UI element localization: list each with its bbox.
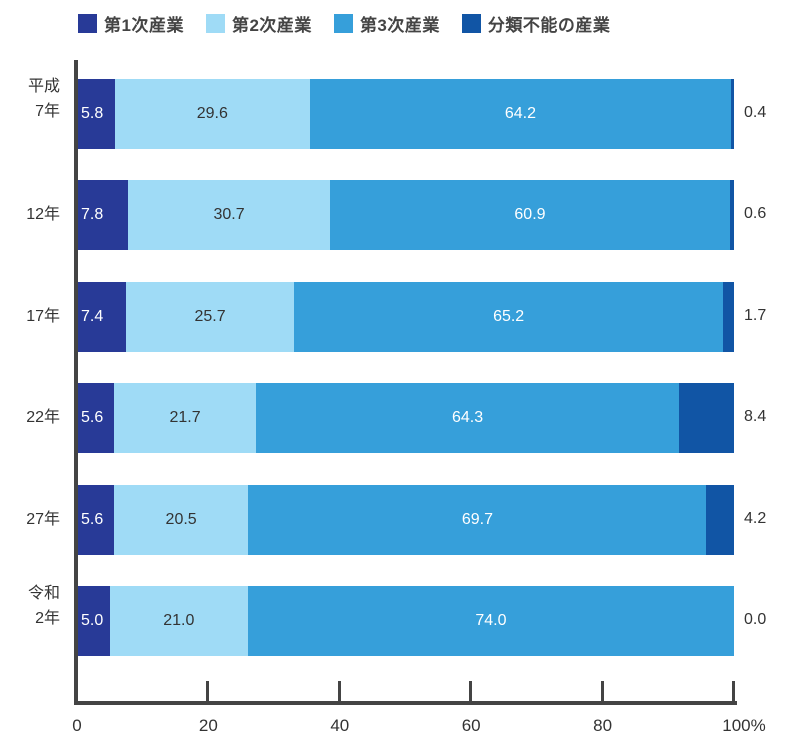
bar-segment: 5.6: [77, 383, 114, 453]
bar-row: 5.8 29.6 64.2: [77, 79, 734, 149]
value-label: 65.2: [493, 308, 525, 325]
bar-segment: [678, 383, 734, 453]
value-label: 69.7: [461, 511, 493, 528]
x-tick-label: 100%: [722, 716, 766, 735]
legend-swatch: [205, 14, 225, 33]
bar-segment: 64.2: [309, 79, 732, 149]
bar-segment: 64.3: [256, 383, 679, 453]
x-tick-label: 80: [593, 716, 613, 735]
unclassified-value-label: 8.4: [744, 408, 767, 425]
bar-segment: [730, 180, 734, 250]
bar-row: 5.6 20.5 69.7: [77, 485, 734, 555]
x-axis-line: [74, 701, 737, 705]
bar-row: 5.6 21.7 64.3: [77, 383, 734, 453]
value-label: 21.0: [163, 612, 195, 629]
category-label: 22年: [26, 409, 60, 426]
bar-segment: [722, 282, 734, 352]
legend-label: 第2次産業: [231, 16, 312, 35]
x-tick-mark: [732, 681, 735, 703]
bar-segment: [731, 79, 734, 149]
bar-segment: 25.7: [125, 282, 295, 352]
x-tick-mark: [600, 681, 604, 703]
bar-segment: 21.0: [109, 586, 248, 656]
bar-segment: 60.9: [329, 180, 731, 250]
bar-segment: 29.6: [115, 79, 310, 149]
legend-item-tertiary: 第3次産業: [333, 11, 440, 36]
category-label: 17年: [26, 308, 60, 325]
bar-segment: 5.6: [77, 485, 114, 555]
legend-swatch: [333, 14, 353, 33]
legend-label: 第3次産業: [359, 16, 440, 35]
bar-segment: 69.7: [248, 485, 707, 555]
bar-segment: 7.8: [77, 180, 129, 250]
bar-segment: [706, 485, 734, 555]
x-tick-label: 40: [330, 716, 350, 735]
y-axis-line: [74, 60, 78, 705]
value-label: 29.6: [196, 105, 228, 122]
legend-label: 分類不能の産業: [487, 16, 611, 35]
bar-row: 7.4 25.7 65.2: [77, 282, 734, 352]
bar-segment: 7.4: [77, 282, 126, 352]
value-label: 60.9: [514, 206, 546, 223]
legend-swatch: [461, 14, 481, 33]
x-tick-label: 20: [198, 716, 218, 735]
category-label: 27年: [26, 511, 60, 528]
bar-row: 7.8 30.7 60.9: [77, 180, 734, 250]
value-label: 7.4: [81, 308, 104, 325]
bar-row: 5.0 21.0 74.0: [77, 586, 734, 656]
bar-segment: 21.7: [113, 383, 257, 453]
legend-item-unclassified: 分類不能の産業: [461, 11, 611, 36]
value-label: 21.7: [169, 409, 201, 426]
legend-label: 第1次産業: [104, 16, 184, 35]
bar-segment: 65.2: [294, 282, 723, 352]
x-tick-label: 60: [461, 716, 481, 735]
bar-segment: 5.8: [77, 79, 116, 149]
value-label: 25.7: [194, 308, 226, 325]
x-tick-mark: [337, 681, 341, 703]
value-label: 30.7: [213, 206, 245, 223]
value-label: 20.5: [165, 511, 197, 528]
bar-segment: 30.7: [128, 180, 330, 250]
value-label: 64.3: [451, 409, 484, 426]
unclassified-value-label: 0.6: [744, 205, 767, 222]
bar-segment: 5.0: [77, 586, 110, 656]
value-label: 74.0: [475, 612, 507, 629]
legend-item-secondary: 第2次産業: [205, 11, 312, 36]
value-label: 5.6: [81, 511, 104, 528]
value-label: 5.6: [81, 409, 104, 426]
value-label: 64.2: [504, 105, 537, 122]
legend: 第1次産業 第2次産業 第3次産業 分類不能の産業: [78, 11, 632, 36]
category-label: 12年: [26, 206, 60, 223]
legend-swatch: [78, 14, 97, 33]
value-label: 5.0: [81, 612, 104, 629]
value-label: 5.8: [81, 105, 104, 122]
x-tick-label: 0: [72, 716, 82, 735]
unclassified-value-label: 0.4: [744, 104, 767, 121]
unclassified-value-label: 1.7: [744, 307, 767, 324]
legend-item-primary: 第1次産業: [78, 11, 184, 36]
value-label: 7.8: [81, 206, 104, 223]
unclassified-value-label: 4.2: [744, 510, 767, 527]
x-tick-mark: [206, 681, 210, 703]
bar-segment: 74.0: [247, 586, 734, 656]
bar-segment: 20.5: [113, 485, 249, 555]
category-label: 平成 7年: [27, 78, 60, 120]
unclassified-value-label: 0.0: [744, 611, 767, 628]
category-label: 令和 2年: [27, 585, 60, 627]
x-tick-mark: [469, 681, 473, 703]
